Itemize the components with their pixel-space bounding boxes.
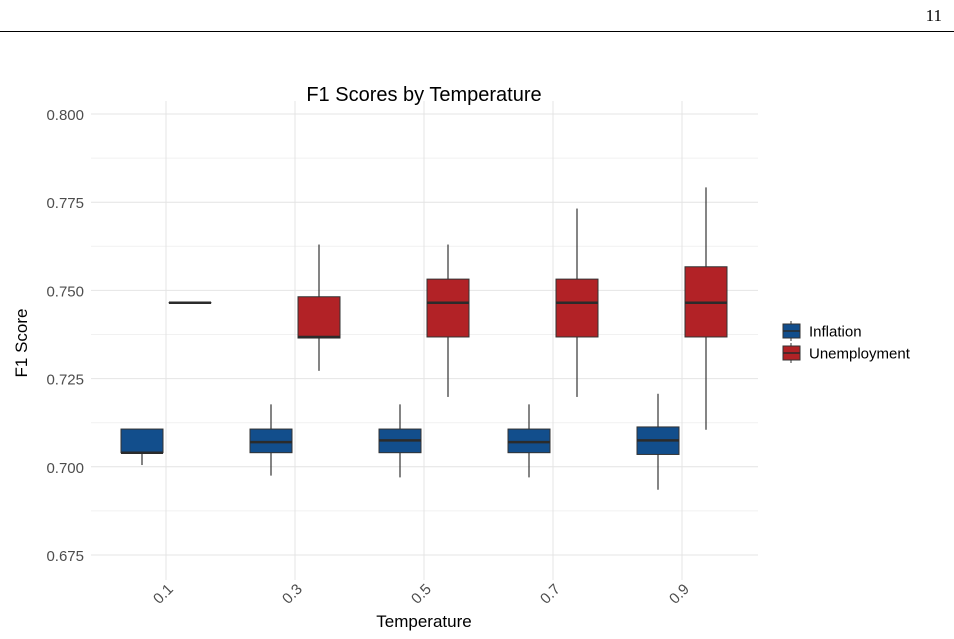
- y-tick-label: 0.725: [46, 372, 84, 389]
- box-inflation-0.7: [507, 404, 551, 478]
- x-tick-label: 0.5: [408, 581, 435, 608]
- legend-item-inflation: Inflation: [782, 321, 862, 341]
- box-inflation-0.5: [378, 404, 422, 478]
- box-unemployment-0.3: [297, 244, 341, 371]
- box-body: [426, 278, 470, 338]
- x-tick-label: 0.1: [150, 581, 177, 608]
- box-unemployment-0.7: [555, 208, 599, 397]
- grid-layer: [91, 101, 758, 580]
- x-tick-label: 0.9: [666, 581, 693, 608]
- tick-layer: 0.675 0.700 0.725 0.750 0.775 0.800 0.1 0.3 0.5 0…: [46, 107, 692, 608]
- box-inflation-0.9: [636, 393, 680, 490]
- box-body: [555, 278, 599, 338]
- x-axis-label: Temperature: [376, 612, 471, 631]
- box-unemployment-0.5: [426, 244, 470, 397]
- box-body: [297, 296, 341, 339]
- legend-item-unemployment: Unemployment: [782, 343, 911, 363]
- y-tick-label: 0.675: [46, 548, 84, 565]
- box-unemployment-0.9: [684, 187, 728, 430]
- legend: Inflation Unemployment: [782, 321, 911, 363]
- legend-label: Unemployment: [809, 346, 911, 363]
- box-body: [120, 428, 164, 454]
- legend-label: Inflation: [809, 324, 862, 341]
- x-tick-label: 0.3: [279, 581, 306, 608]
- x-tick-label: 0.7: [537, 581, 564, 608]
- header-rule: [0, 31, 954, 32]
- y-tick-label: 0.775: [46, 195, 84, 212]
- box-inflation-0.3: [249, 404, 293, 476]
- y-tick-label: 0.750: [46, 283, 84, 300]
- y-tick-label: 0.800: [46, 107, 84, 124]
- y-axis-label: F1 Score: [12, 309, 31, 378]
- box-inflation-0.1: [120, 428, 164, 466]
- box-layer: [120, 187, 728, 490]
- y-tick-label: 0.700: [46, 460, 84, 477]
- chart-title: F1 Scores by Temperature: [306, 84, 541, 106]
- page-number: 11: [925, 6, 942, 25]
